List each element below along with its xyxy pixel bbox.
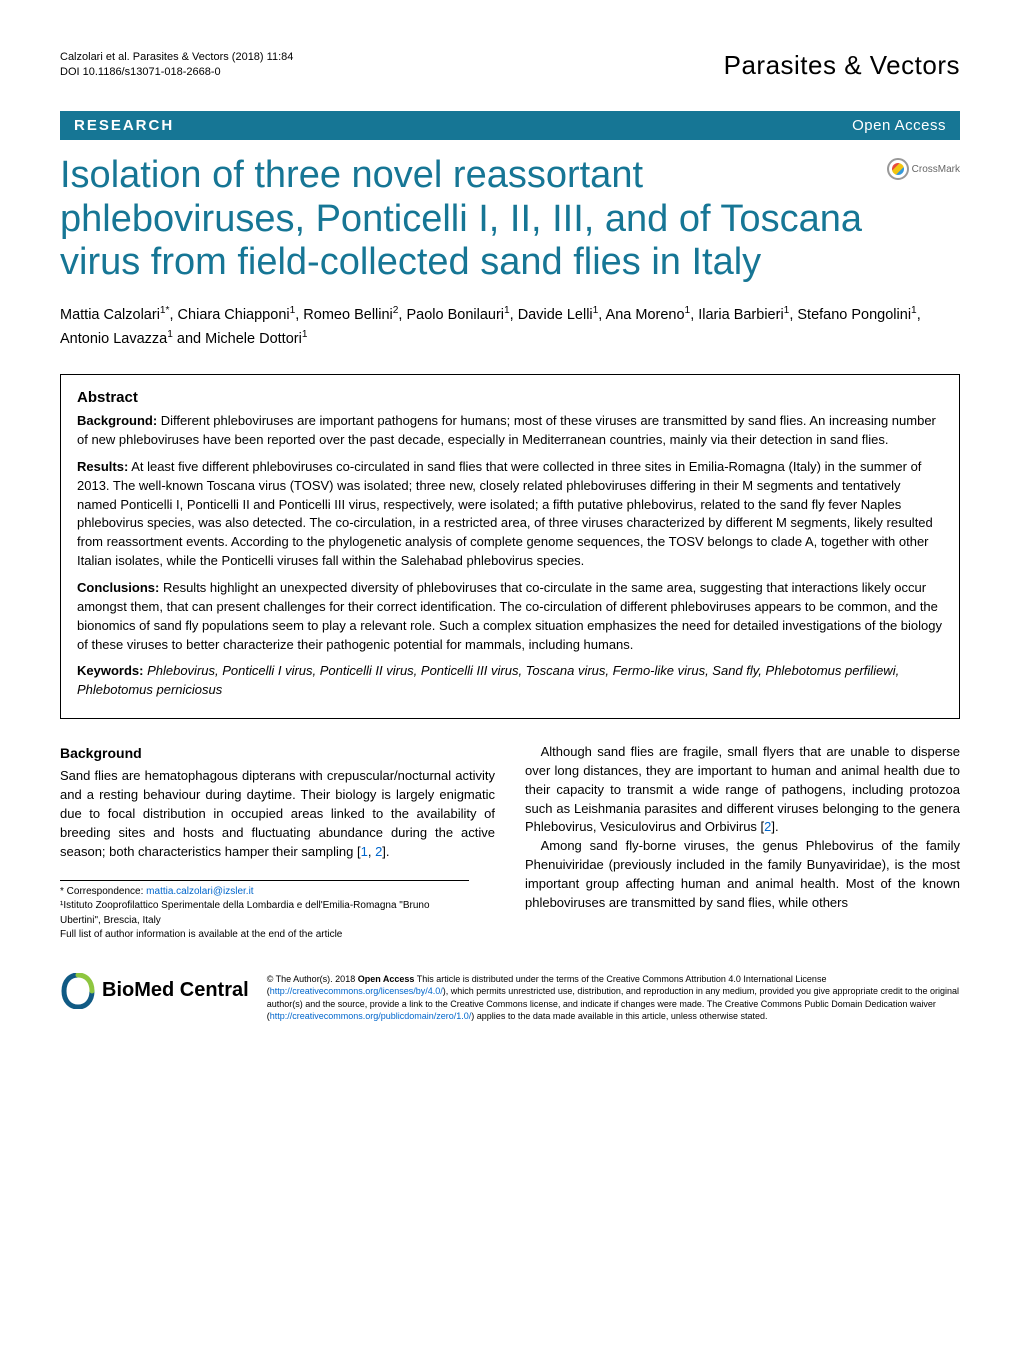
- affiliation-line: ¹Istituto Zooprofilattico Sperimentale d…: [60, 899, 469, 928]
- correspondence-block: * Correspondence: mattia.calzolari@izsle…: [60, 880, 469, 943]
- journal-brand: Parasites & Vectors: [724, 50, 960, 81]
- research-label: RESEARCH: [74, 117, 174, 134]
- left-column: Background Sand flies are hematophagous …: [60, 743, 495, 943]
- footer: BioMed Central © The Author(s). 2018 Ope…: [60, 973, 960, 1023]
- doi-line: DOI 10.1186/s13071-018-2668-0: [60, 65, 293, 80]
- license-link[interactable]: http://creativecommons.org/publicdomain/…: [270, 1011, 472, 1021]
- article-title: Isolation of three novel reassortant phl…: [60, 154, 877, 285]
- abstract-background: Background: Different phleboviruses are …: [77, 412, 943, 450]
- body-paragraph: Sand flies are hematophagous dipterans w…: [60, 767, 495, 861]
- bmc-icon: [60, 973, 96, 1009]
- right-column: Although sand flies are fragile, small f…: [525, 743, 960, 943]
- running-header: Calzolari et al. Parasites & Vectors (20…: [60, 50, 960, 81]
- research-bar: RESEARCH Open Access: [60, 111, 960, 140]
- biomed-central-logo: BioMed Central: [60, 973, 249, 1009]
- license-link[interactable]: http://creativecommons.org/licenses/by/4…: [270, 986, 443, 996]
- background-heading: Background: [60, 743, 495, 763]
- crossmark-badge[interactable]: CrossMark: [887, 158, 960, 180]
- crossmark-label: CrossMark: [912, 164, 960, 175]
- correspondence-email[interactable]: mattia.calzolari@izsler.it: [146, 886, 253, 897]
- bmc-text: BioMed Central: [102, 979, 249, 1002]
- abstract-heading: Abstract: [77, 389, 943, 406]
- full-author-info-note: Full list of author information is avail…: [60, 928, 469, 943]
- abstract-results: Results: At least five different phlebov…: [77, 458, 943, 571]
- citation-line: Calzolari et al. Parasites & Vectors (20…: [60, 50, 293, 65]
- body-paragraph: Among sand fly-borne viruses, the genus …: [525, 837, 960, 912]
- abstract-conclusions: Conclusions: Results highlight an unexpe…: [77, 579, 943, 654]
- author-list: Mattia Calzolari1*, Chiara Chiapponi1, R…: [60, 303, 960, 350]
- crossmark-icon: [887, 158, 909, 180]
- open-access-label: Open Access: [852, 117, 946, 134]
- body-paragraph: Although sand flies are fragile, small f…: [525, 743, 960, 837]
- license-text: © The Author(s). 2018 Open Access This a…: [267, 973, 960, 1023]
- abstract-box: Abstract Background: Different phlebovir…: [60, 374, 960, 719]
- abstract-keywords: Keywords: Phlebovirus, Ponticelli I viru…: [77, 662, 943, 700]
- ref-link[interactable]: 1: [361, 844, 368, 859]
